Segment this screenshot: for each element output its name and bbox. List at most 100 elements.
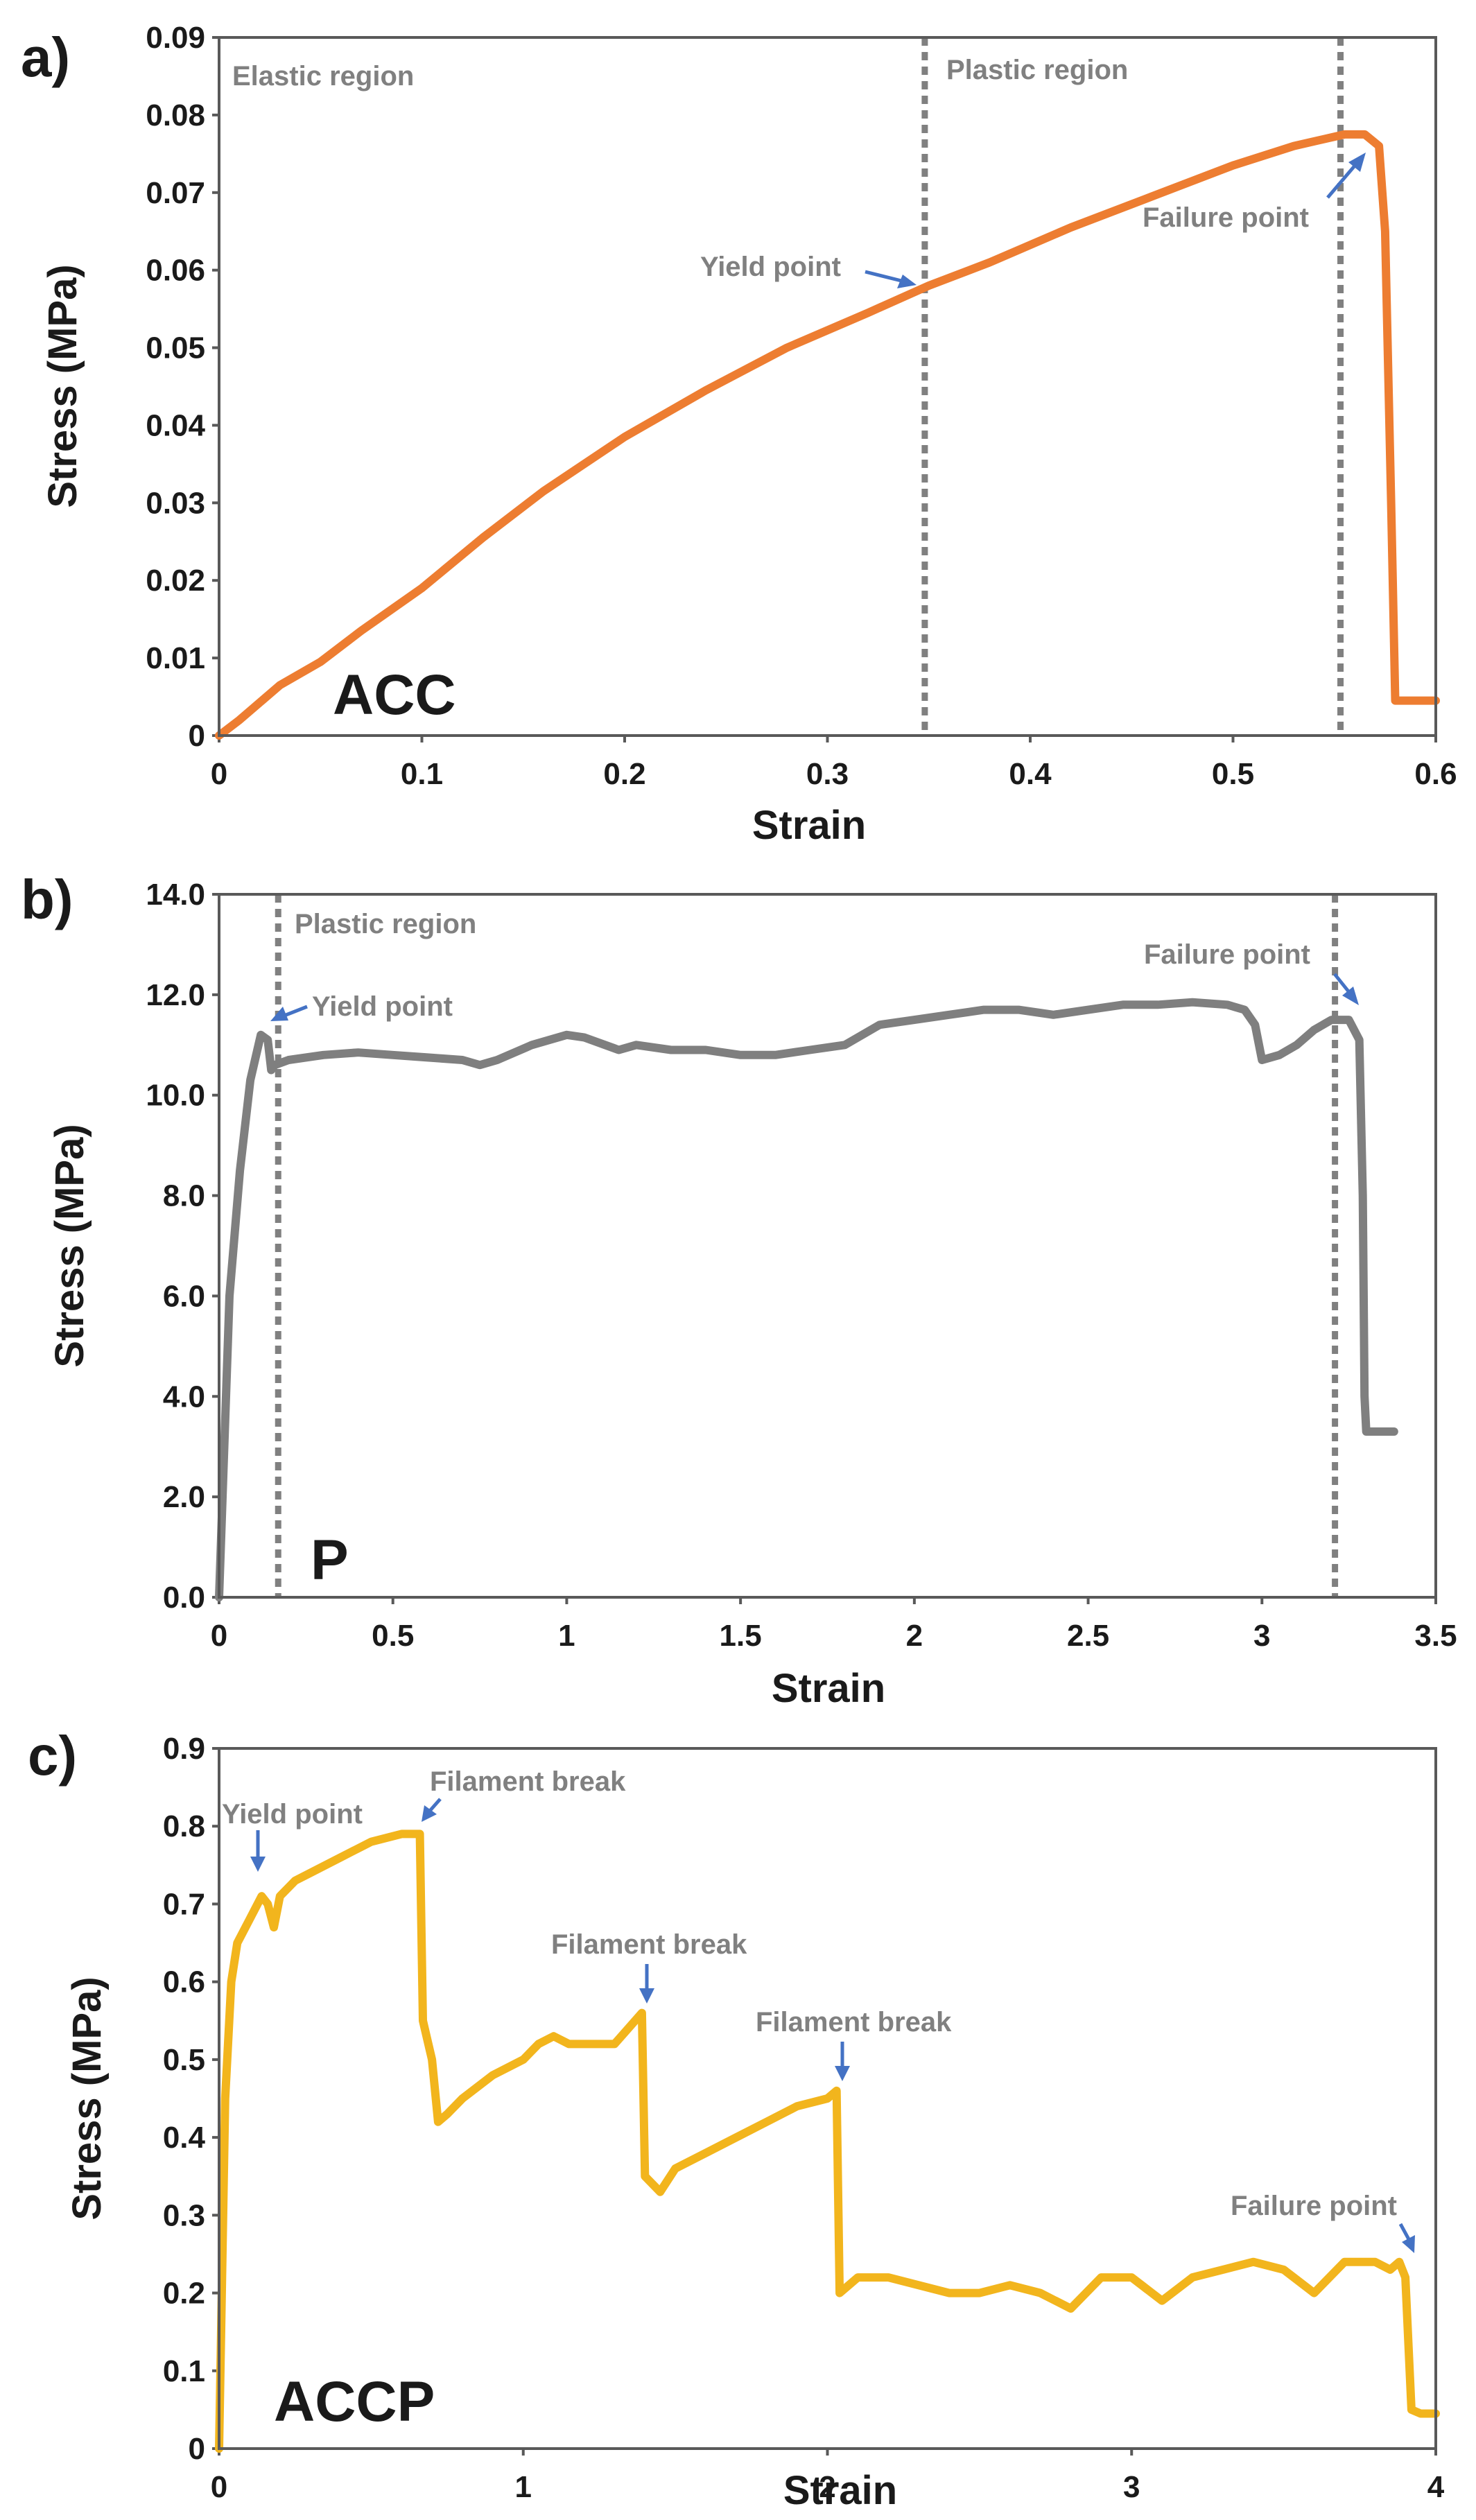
y-tick-label: 0.4 xyxy=(163,2121,206,2155)
y-axis-title-b: Stress (MPa) xyxy=(47,1124,92,1367)
y-tick-label: 0 xyxy=(189,719,205,753)
failure-arrow-c xyxy=(1398,2223,1411,2241)
stress-strain-curve-acc xyxy=(215,130,1440,740)
x-tick-label: 0 xyxy=(211,757,227,791)
y-axis-title-a: Stress (MPa) xyxy=(40,264,85,507)
x-axis-title-c: Strain xyxy=(783,2468,897,2513)
x-tick-label: 3 xyxy=(1123,2470,1140,2504)
annotation-filament-break-2: Filament break xyxy=(551,1929,747,1960)
x-tick-label: 0.6 xyxy=(1414,757,1457,791)
x-tick-label: 1 xyxy=(515,2470,532,2504)
y-tick-label: 0.09 xyxy=(146,21,205,55)
chart-panel-c: c) 0 0.1 0.2 0.3 0.4 0.5 0.6 0.7 0.8 0.9 0 1 2 3 4 Str… xyxy=(28,1725,1445,2513)
x-tick-label: 0.1 xyxy=(401,757,443,791)
annotation-plastic-region-b: Plastic region xyxy=(295,909,476,939)
annotation-filament-break-3: Filament break xyxy=(756,2007,952,2037)
x-tick-label: 0 xyxy=(211,2470,227,2504)
x-tick-label: 0 xyxy=(211,1619,227,1653)
y-tick-label: 0.7 xyxy=(163,1887,205,1921)
y-tick-label: 12.0 xyxy=(146,978,205,1012)
y-tick-label: 0.5 xyxy=(163,2043,205,2077)
y-tick-label: 0.3 xyxy=(163,2198,205,2232)
x-tick-label: 4 xyxy=(1427,2470,1445,2504)
y-tick-label: 4.0 xyxy=(163,1380,205,1414)
failure-arrow-a xyxy=(1326,164,1357,199)
x-axis-title-a: Strain xyxy=(752,803,866,848)
filament-break-arrowhead-3 xyxy=(835,2066,850,2081)
y-tick-label: 0.01 xyxy=(146,641,205,675)
stress-strain-curve-accp xyxy=(215,1830,1440,2453)
y-tick-label: 6.0 xyxy=(163,1279,205,1313)
filament-break-arrow-1 xyxy=(428,1798,442,1812)
stress-strain-curve-p xyxy=(215,998,1398,1601)
panel-label-c: c) xyxy=(28,1725,77,1787)
x-tick-label: 2 xyxy=(819,2470,835,2504)
failure-arrowhead-b xyxy=(1342,987,1359,1005)
yield-arrow-a xyxy=(865,270,902,283)
x-tick-label: 2.5 xyxy=(1067,1619,1109,1653)
y-tick-label: 0.02 xyxy=(146,564,205,598)
x-tick-label: 0.4 xyxy=(1009,757,1052,791)
annotation-yield-point-b: Yield point xyxy=(312,991,453,1022)
region-dividers-a xyxy=(921,37,1344,736)
x-tick-label: 1.5 xyxy=(720,1619,762,1653)
y-tick-label: 10.0 xyxy=(146,1079,205,1113)
y-tick-label: 0.8 xyxy=(163,1809,205,1843)
axes-a xyxy=(212,36,1437,742)
x-tick-label: 0.5 xyxy=(372,1619,414,1653)
y-tick-label: 0.06 xyxy=(146,254,205,288)
tick-labels-b: 0.0 2.0 4.0 6.0 8.0 10.0 12.0 14.0 0 0.5 1 1.5 2 2.5 3… xyxy=(146,878,1457,1653)
panel-label-b: b) xyxy=(21,869,73,930)
chart-panel-a: a) 0 0.01 0.02 0.03 0.04 0.05 0.06 0.07 0.08 0.09… xyxy=(21,21,1457,848)
annotation-failure-point-c: Failure point xyxy=(1231,2191,1397,2221)
y-tick-label: 2.0 xyxy=(163,1480,205,1514)
y-tick-label: 0.03 xyxy=(146,486,205,520)
annotation-yield-point-a: Yield point xyxy=(700,252,841,282)
failure-arrowhead-a xyxy=(1348,153,1366,172)
plot-frame-b xyxy=(218,893,1437,1599)
y-tick-label: 8.0 xyxy=(163,1179,205,1213)
tick-labels-a: 0 0.01 0.02 0.03 0.04 0.05 0.06 0.07 0.08 0.09 0 0.… xyxy=(146,21,1457,791)
annotation-yield-point-c: Yield point xyxy=(222,1799,363,1830)
y-tick-label: 0 xyxy=(189,2432,205,2466)
annotation-failure-point-a: Failure point xyxy=(1143,202,1309,233)
x-tick-label: 0.2 xyxy=(603,757,645,791)
x-tick-label: 0.3 xyxy=(806,757,849,791)
yield-arrowhead-c xyxy=(250,1857,266,1872)
sample-label-p: P xyxy=(311,1529,349,1592)
tick-labels-c: 0 0.1 0.2 0.3 0.4 0.5 0.6 0.7 0.8 0.9 0 1 2 3 4 xyxy=(163,1732,1445,2504)
panel-label-a: a) xyxy=(21,26,70,88)
chart-panel-b: b) 0.0 2.0 4.0 6.0 8.0 10.0 12.0 14.0 0 0.5 1 1.5 2 2… xyxy=(21,869,1457,1711)
x-tick-label: 1 xyxy=(558,1619,575,1653)
y-tick-label: 0.6 xyxy=(163,1965,205,1999)
annotation-plastic-region-a: Plastic region xyxy=(946,55,1128,85)
x-tick-label: 0.5 xyxy=(1212,757,1254,791)
filament-break-arrowhead-2 xyxy=(639,1988,654,2004)
y-axis-title-c: Stress (MPa) xyxy=(64,1976,110,2220)
y-tick-label: 14.0 xyxy=(146,878,205,912)
failure-arrow-b xyxy=(1333,973,1350,993)
y-tick-label: 0.07 xyxy=(146,176,205,210)
sample-label-acc: ACC xyxy=(333,663,456,727)
y-tick-label: 0.2 xyxy=(163,2277,205,2311)
y-tick-label: 0.05 xyxy=(146,331,205,365)
failure-arrowhead-c xyxy=(1402,2235,1415,2253)
x-axis-title-b: Strain xyxy=(772,1666,885,1711)
y-tick-label: 0.0 xyxy=(163,1581,205,1615)
y-tick-label: 0.04 xyxy=(146,408,205,442)
annotation-failure-point-b: Failure point xyxy=(1144,939,1310,970)
y-tick-label: 0.08 xyxy=(146,98,205,132)
sample-label-accp: ACCP xyxy=(274,2370,435,2433)
x-tick-label: 2 xyxy=(906,1619,923,1653)
region-dividers-b xyxy=(275,894,1339,1597)
plot-frame-c xyxy=(218,1747,1437,2450)
x-tick-label: 3.5 xyxy=(1414,1619,1457,1653)
y-tick-label: 0.9 xyxy=(163,1732,205,1766)
yield-arrowhead-a xyxy=(897,275,917,288)
yield-arrow-b xyxy=(284,1005,308,1018)
x-tick-label: 3 xyxy=(1253,1619,1270,1653)
filament-break-arrowhead-1 xyxy=(422,1805,437,1822)
yield-arrowhead-b xyxy=(270,1007,288,1021)
annotation-elastic-region: Elastic region xyxy=(232,61,414,92)
